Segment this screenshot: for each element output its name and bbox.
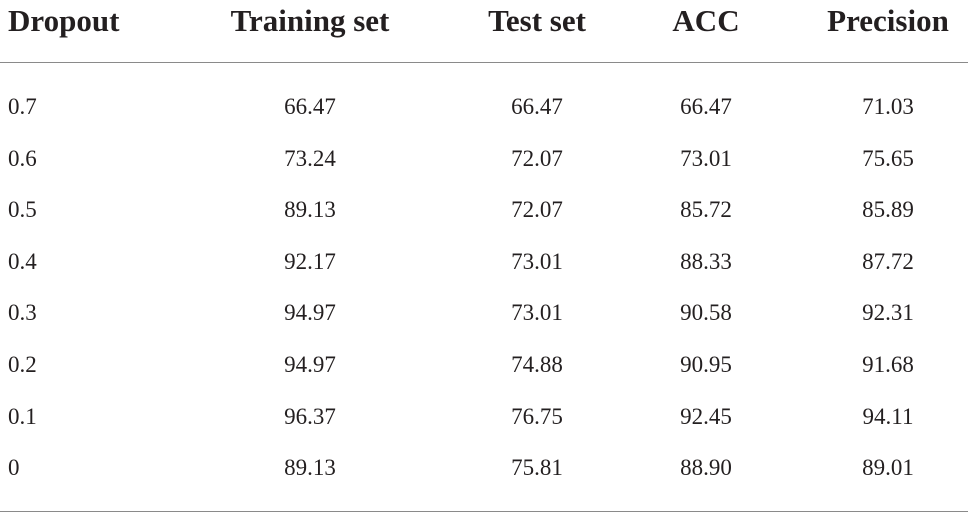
table-cell: 92.17 [284, 248, 336, 274]
column-header: Precision [827, 3, 949, 38]
table-cell: 72.07 [511, 145, 563, 171]
table-cell: 73.24 [284, 145, 336, 171]
row-label: 0.1 [8, 403, 37, 429]
table-cell: 92.45 [680, 403, 732, 429]
column-header: Test set [488, 3, 586, 38]
table-cell: 88.33 [680, 248, 732, 274]
table-cell: 75.81 [511, 455, 563, 481]
table-cell: 76.75 [511, 403, 563, 429]
table-cell: 66.47 [680, 94, 732, 119]
row-label: 0 [8, 455, 20, 481]
table-cell: 87.72 [862, 248, 914, 274]
bottom-rule [0, 511, 968, 512]
table-cell: 71.03 [862, 94, 914, 119]
table-cell: 90.58 [680, 300, 732, 326]
table-cell: 92.31 [862, 300, 914, 326]
table-cell: 73.01 [680, 145, 732, 171]
row-label: 0.4 [8, 248, 37, 274]
table-cell: 90.95 [680, 352, 732, 377]
header-rule [0, 62, 968, 63]
row-label: 0.5 [8, 197, 37, 223]
table-cell: 89.01 [862, 455, 914, 481]
table-cell: 66.47 [511, 94, 563, 119]
table-cell: 66.47 [284, 94, 336, 119]
table-cell: 94.97 [284, 352, 336, 377]
row-label: 0.2 [8, 352, 37, 377]
table-cell: 88.90 [680, 455, 732, 481]
table-cell: 75.65 [862, 145, 914, 171]
column-header: ACC [672, 3, 740, 38]
row-label: 0.6 [8, 145, 37, 171]
column-header: Training set [230, 3, 390, 38]
table-cell: 94.11 [862, 403, 914, 429]
table-cell: 91.68 [862, 352, 914, 377]
table-cell: 73.01 [511, 300, 563, 326]
table-cell: 85.89 [862, 197, 914, 223]
row-label: 0.3 [8, 300, 37, 326]
table-cell: 89.13 [284, 197, 336, 223]
table-cell: 72.07 [511, 197, 563, 223]
column-header: Dropout [8, 3, 120, 38]
table-cell: 73.01 [511, 248, 563, 274]
table-cell: 74.88 [511, 352, 563, 377]
table-cell: 89.13 [284, 455, 336, 481]
table-cell: 96.37 [284, 403, 336, 429]
row-label: 0.7 [8, 94, 37, 119]
table-cell: 94.97 [284, 300, 336, 326]
table-cell: 85.72 [680, 197, 732, 223]
